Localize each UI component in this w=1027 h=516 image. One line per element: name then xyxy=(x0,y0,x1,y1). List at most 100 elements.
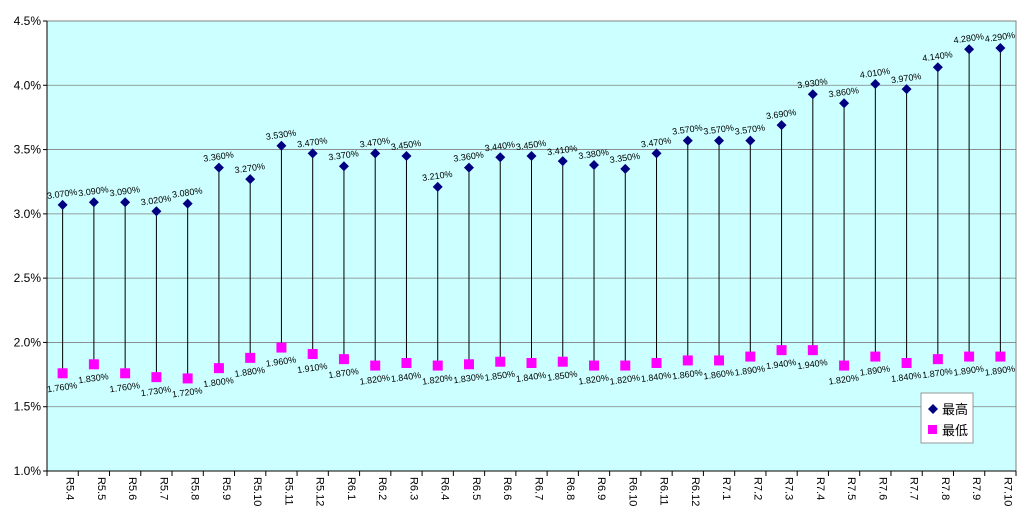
low-point xyxy=(370,360,381,371)
high-point xyxy=(745,135,756,146)
x-tick-label: R6.1 xyxy=(345,477,357,500)
x-tick-label: R6.5 xyxy=(470,477,482,500)
low-data-label: 1.820% xyxy=(609,373,641,387)
legend-box xyxy=(920,392,974,444)
low-point xyxy=(682,355,693,366)
low-point xyxy=(620,360,631,371)
low-point xyxy=(57,368,68,379)
high-point xyxy=(839,98,850,109)
high-data-label: 4.280% xyxy=(953,31,985,45)
low-data-label: 1.730% xyxy=(140,384,172,398)
low-point xyxy=(651,358,662,368)
y-tick-label: 2.0% xyxy=(14,335,42,349)
low-point xyxy=(995,351,1006,362)
high-data-label: 4.290% xyxy=(984,30,1016,44)
low-point xyxy=(839,360,850,371)
legend-label-high: 最高 xyxy=(942,402,968,417)
x-tick-label: R7.5 xyxy=(845,477,857,500)
x-tick-label: R5.10 xyxy=(251,477,263,506)
low-data-label: 1.820% xyxy=(828,373,860,387)
high-data-label: 3.440% xyxy=(484,139,516,153)
high-point xyxy=(57,199,68,210)
high-low-lines xyxy=(62,48,1001,379)
data-labels: 3.070% 1.760% 3.090% 1.830% 3.090% 1.760% 3.02… xyxy=(46,30,1015,400)
high-data-label: 3.360% xyxy=(203,150,235,164)
low-point xyxy=(401,358,412,368)
low-data-label: 1.870% xyxy=(922,366,954,380)
y-tick-label: 4.5% xyxy=(14,14,42,28)
low-data-label: 1.830% xyxy=(453,371,485,385)
low-data-label: 1.840% xyxy=(515,370,547,384)
high-data-label: 3.970% xyxy=(890,71,922,85)
high-point xyxy=(901,84,912,95)
y-tick-label: 2.5% xyxy=(14,271,42,285)
high-data-label: 3.570% xyxy=(734,123,766,137)
high-point xyxy=(120,197,131,208)
low-point xyxy=(182,373,193,384)
low-data-label: 1.850% xyxy=(484,369,516,383)
high-point xyxy=(276,140,287,151)
low-point xyxy=(714,355,725,366)
low-data-label: 1.760% xyxy=(46,380,78,394)
x-tick-label: R7.7 xyxy=(908,477,920,500)
x-tick-label: R6.3 xyxy=(407,477,419,500)
low-data-label: 1.820% xyxy=(359,373,391,387)
x-tick-label: R7.10 xyxy=(1001,477,1013,506)
low-data-label: 1.800% xyxy=(203,375,235,389)
high-data-label: 4.010% xyxy=(859,66,891,80)
x-tick-label: R6.4 xyxy=(439,477,451,500)
x-tick-label: R5.7 xyxy=(157,477,169,500)
low-point xyxy=(901,358,912,368)
low-data-label: 1.820% xyxy=(421,373,453,387)
low-point xyxy=(151,372,162,383)
high-point xyxy=(589,160,600,170)
high-point xyxy=(714,135,725,146)
low-point xyxy=(120,368,131,379)
high-data-label: 3.570% xyxy=(672,123,704,137)
high-data-label: 3.450% xyxy=(515,138,547,152)
high-point xyxy=(495,152,506,163)
low-point xyxy=(870,351,881,362)
high-data-label: 3.690% xyxy=(765,107,797,121)
high-point xyxy=(151,206,162,217)
high-point xyxy=(432,181,443,192)
x-tick-label: R5.4 xyxy=(64,477,76,500)
high-point xyxy=(776,120,787,131)
x-tick-label: R6.11 xyxy=(658,477,670,506)
low-data-label: 1.840% xyxy=(640,370,672,384)
x-tick-label: R5.12 xyxy=(314,477,326,506)
low-point xyxy=(589,360,600,371)
high-data-label: 3.470% xyxy=(359,135,391,149)
low-point xyxy=(245,352,256,363)
high-data-label: 3.070% xyxy=(46,187,78,201)
x-tick-label: R6.12 xyxy=(689,477,701,506)
high-point xyxy=(682,135,693,146)
high-point xyxy=(401,151,412,161)
x-tick-label: R5.5 xyxy=(95,477,107,500)
high-point xyxy=(964,44,975,55)
low-data-label: 1.890% xyxy=(984,364,1016,378)
high-data-label: 3.080% xyxy=(171,186,203,200)
legend-marker-high xyxy=(928,404,938,414)
high-point xyxy=(307,148,318,159)
legend-marker-low xyxy=(928,425,937,434)
y-tick-label: 3.0% xyxy=(14,207,42,221)
high-data-label: 3.090% xyxy=(109,184,141,198)
y-tick-label: 1.0% xyxy=(14,464,42,478)
x-tick-label: R6.7 xyxy=(533,477,545,500)
low-point xyxy=(807,345,818,356)
x-tick-label: R6.10 xyxy=(626,477,638,506)
low-point xyxy=(307,349,318,359)
low-point xyxy=(964,351,975,362)
high-data-label: 3.270% xyxy=(234,161,266,175)
high-point xyxy=(182,198,193,209)
x-tick-label: R7.6 xyxy=(876,477,888,500)
x-tick-label: R7.9 xyxy=(970,477,982,500)
y-tick-label: 1.5% xyxy=(14,400,42,414)
x-tick-label: R7.3 xyxy=(783,477,795,500)
high-data-label: 3.470% xyxy=(296,135,328,149)
low-point xyxy=(557,356,568,367)
x-tick-label: R7.8 xyxy=(939,477,951,500)
low-point xyxy=(276,342,287,353)
